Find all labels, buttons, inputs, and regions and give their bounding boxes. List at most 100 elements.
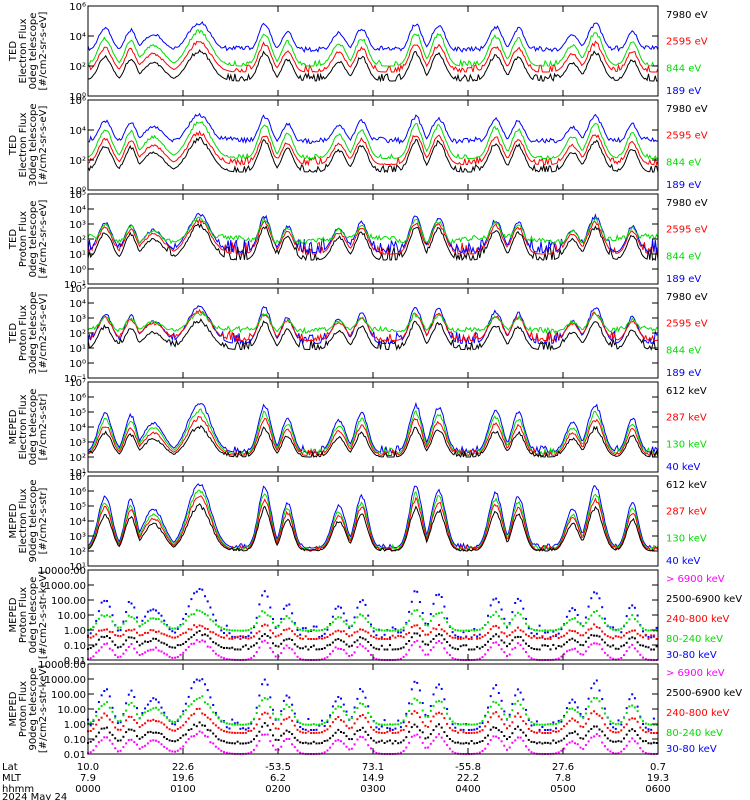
data-point	[636, 641, 639, 644]
data-point	[163, 736, 166, 739]
data-point	[299, 628, 302, 631]
data-point	[201, 634, 204, 637]
data-point	[416, 681, 419, 684]
x-tick-label-mlt: 7.8	[555, 773, 571, 784]
data-point	[427, 633, 430, 636]
data-point	[530, 647, 533, 650]
data-point	[258, 694, 261, 697]
data-point	[579, 725, 582, 728]
data-point	[225, 658, 228, 661]
data-point	[236, 629, 239, 632]
data-point	[127, 614, 130, 617]
data-point	[571, 732, 574, 734]
data-point	[356, 707, 359, 709]
data-point	[250, 631, 253, 634]
data-point	[326, 721, 329, 723]
data-point	[280, 621, 283, 624]
data-point	[603, 651, 606, 654]
data-point	[500, 699, 503, 702]
data-point	[514, 739, 517, 742]
data-point	[462, 637, 465, 640]
data-point	[122, 725, 125, 727]
data-point	[293, 724, 296, 727]
data-point	[272, 650, 274, 653]
data-point	[277, 739, 280, 741]
data-point	[416, 733, 419, 736]
data-point	[617, 647, 620, 650]
data-point	[487, 711, 489, 714]
data-point	[285, 694, 288, 697]
data-point	[89, 751, 92, 754]
data-point	[525, 617, 527, 620]
data-point	[606, 716, 609, 719]
data-point	[280, 734, 283, 737]
data-point	[282, 639, 285, 642]
data-point	[590, 634, 593, 637]
data-point	[163, 711, 166, 714]
data-point	[405, 633, 408, 636]
data-point	[508, 746, 511, 749]
data-point	[571, 630, 574, 632]
data-point	[258, 603, 261, 606]
data-point	[136, 707, 138, 710]
data-point	[95, 651, 98, 654]
data-point	[201, 712, 204, 715]
data-point	[380, 637, 383, 640]
data-point	[165, 716, 168, 719]
data-point	[312, 732, 315, 734]
data-point	[465, 732, 468, 734]
data-point	[111, 710, 114, 713]
data-point	[266, 712, 269, 715]
y-tick-label: 10⁻¹	[64, 374, 86, 385]
data-point	[146, 742, 149, 745]
data-point	[633, 647, 636, 650]
y-axis-label: TED	[8, 229, 19, 250]
data-point	[492, 635, 495, 638]
data-point	[326, 728, 329, 731]
data-point	[182, 622, 185, 625]
data-point	[612, 752, 615, 754]
data-point	[503, 622, 506, 625]
data-point	[519, 599, 522, 602]
data-point	[429, 709, 432, 712]
data-point	[204, 713, 206, 716]
data-point	[127, 693, 130, 696]
data-point	[560, 628, 563, 631]
data-point	[359, 613, 362, 616]
panel-8-series-2	[87, 695, 658, 726]
data-point	[625, 615, 628, 618]
data-point	[315, 742, 318, 745]
data-point	[574, 719, 576, 722]
data-point	[489, 728, 492, 731]
y-tick-label: 10⁰	[69, 359, 86, 370]
data-point	[370, 716, 372, 718]
data-point	[214, 735, 217, 738]
y-tick-label: 10000.00	[38, 566, 86, 577]
data-point	[236, 723, 239, 726]
data-point	[489, 615, 492, 618]
data-point	[116, 739, 119, 742]
data-point	[503, 723, 506, 726]
y-axis-label: [#/cm2-s-str-keV]	[38, 665, 49, 753]
data-point	[364, 647, 367, 650]
data-point	[157, 720, 160, 723]
data-point	[587, 646, 590, 649]
data-point	[628, 630, 631, 633]
data-point	[579, 643, 582, 646]
data-point	[291, 743, 294, 746]
data-point	[293, 746, 296, 749]
data-point	[647, 629, 650, 632]
data-point	[359, 715, 362, 718]
data-point	[152, 617, 155, 620]
data-point	[416, 639, 419, 642]
data-point	[133, 696, 136, 698]
data-point	[179, 624, 182, 627]
data-point	[106, 635, 108, 638]
data-point	[244, 728, 247, 731]
data-point	[595, 634, 598, 637]
data-point	[326, 626, 329, 629]
data-point	[198, 721, 201, 724]
data-point	[451, 729, 454, 732]
data-point	[497, 635, 500, 638]
